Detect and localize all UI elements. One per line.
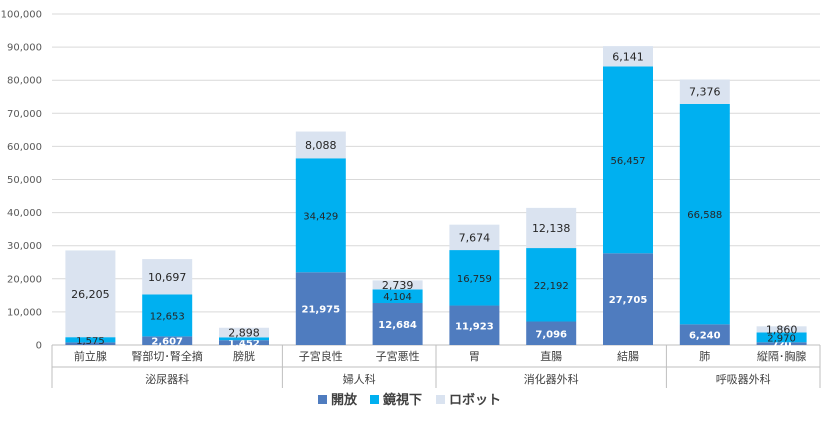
y-tick-label: 20,000 <box>7 274 42 285</box>
bar-segment <box>372 280 423 290</box>
category-label: 胃 <box>469 350 480 363</box>
group-label: 消化器外科 <box>524 372 579 386</box>
bar-segment <box>219 327 269 338</box>
bar-segment <box>142 336 193 345</box>
legend-swatch <box>436 395 445 404</box>
y-tick-label: 10,000 <box>7 307 42 318</box>
y-tick-label: 70,000 <box>7 109 42 120</box>
data-label: 2,970 <box>767 333 796 344</box>
group-label: 婦人科 <box>343 372 376 386</box>
y-tick-label: 40,000 <box>7 208 42 219</box>
bar-segment <box>526 207 577 249</box>
category-label: 結腸 <box>617 349 639 363</box>
data-label: 6,240 <box>689 331 721 342</box>
data-label: 66,588 <box>687 210 722 221</box>
data-label: 1,575 <box>76 336 105 347</box>
y-tick-label: 60,000 <box>7 142 42 153</box>
bar-segment <box>679 79 730 104</box>
y-tick-label: 100,000 <box>1 10 42 21</box>
data-label: 11,923 <box>455 321 494 332</box>
y-tick-label: 80,000 <box>7 76 42 87</box>
bar-segment <box>679 103 730 325</box>
bar-segment <box>372 289 423 304</box>
bar-segment <box>295 272 346 345</box>
category-label: 子宮良性 <box>299 349 343 363</box>
data-label: 4,104 <box>383 292 412 303</box>
bar-segment <box>219 340 269 345</box>
category-label: 直腸 <box>540 349 562 363</box>
data-label: 12,138 <box>532 222 571 235</box>
bar-segment <box>756 332 807 343</box>
bar-segment <box>219 337 269 341</box>
data-label: 1,860 <box>766 323 798 336</box>
bar-segment <box>295 131 346 159</box>
bar-segment <box>142 259 193 295</box>
data-label: 1,452 <box>228 339 260 350</box>
category-label: 膀胱 <box>233 349 255 363</box>
legend-label: ロボット <box>449 392 501 408</box>
bar-segment <box>756 342 807 345</box>
data-label: 56,457 <box>611 156 646 167</box>
bar-segment <box>449 224 500 251</box>
data-label: 7?0 <box>772 340 792 351</box>
data-label: 26,205 <box>71 288 110 301</box>
bar-segment <box>65 250 116 338</box>
y-tick-label: 30,000 <box>7 241 42 252</box>
legend-label: 鏡視下 <box>383 392 422 408</box>
group-label: 泌尿器科 <box>145 372 189 386</box>
bar-segment <box>603 46 653 67</box>
bar-segment <box>679 324 730 345</box>
y-tick-label: 50,000 <box>7 175 42 186</box>
bar-segment <box>449 250 500 306</box>
legend-label: 開放 <box>331 392 358 408</box>
bar-segment <box>603 66 653 254</box>
legend-swatch <box>318 395 327 404</box>
category-label: 子宮悪性 <box>376 349 420 363</box>
bar-segment <box>295 158 346 273</box>
y-tick-label: 0 <box>36 341 42 352</box>
data-label: 2,898 <box>228 327 260 340</box>
category-label: 前立腺 <box>74 349 107 363</box>
data-label: 12,653 <box>150 311 185 322</box>
data-label: 8,088 <box>305 139 337 152</box>
data-label: 22,192 <box>534 281 569 292</box>
data-label: 7,674 <box>459 231 491 244</box>
category-label: 腎部切･腎全摘 <box>131 349 203 363</box>
data-label: 7,376 <box>689 86 721 99</box>
bar-segment <box>526 321 577 345</box>
data-label: 10,697 <box>148 271 187 284</box>
data-label: 2,739 <box>382 279 414 292</box>
data-label: 6,141 <box>612 50 644 63</box>
data-label: 7,096 <box>535 329 567 340</box>
data-label: 34,429 <box>303 211 338 222</box>
data-label: 27,705 <box>609 295 648 306</box>
group-label: 呼吸器外科 <box>716 372 771 386</box>
bar-segment <box>65 342 116 345</box>
bar-segment <box>603 253 653 345</box>
bar-segment <box>372 303 423 345</box>
data-label: 21,975 <box>302 305 341 316</box>
bar-segment <box>449 305 500 345</box>
legend-swatch <box>370 395 379 404</box>
y-tick-label: 90,000 <box>7 43 42 54</box>
category-label: 縦隔･胸腺 <box>757 349 807 363</box>
bar-segment <box>142 294 193 337</box>
data-label: 2,607 <box>151 337 183 348</box>
bar-segment <box>65 337 116 343</box>
data-label: 12,684 <box>378 320 417 331</box>
category-label: 肺 <box>699 350 710 363</box>
bar-segment <box>756 326 807 333</box>
bar-segment <box>526 248 577 322</box>
data-label: 16,759 <box>457 274 492 285</box>
